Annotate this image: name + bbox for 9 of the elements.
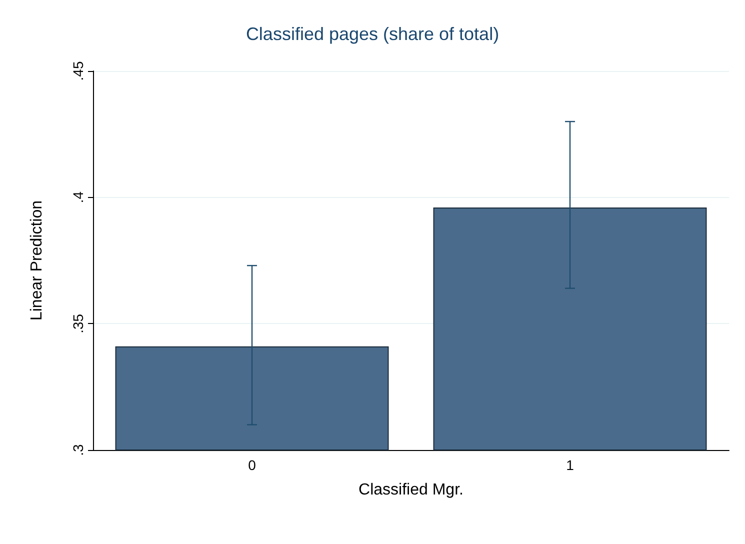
y-tick-label: .4 [70,191,86,204]
y-tick-label: .45 [70,61,86,81]
x-tick-label: 0 [248,457,256,473]
x-axis-title: Classified Mgr. [358,482,464,498]
y-tick-label: .35 [70,314,86,334]
chart-title: Classified pages (share of total) [246,24,500,44]
x-tick-label: 1 [566,457,574,473]
y-tick-label: .3 [70,444,86,456]
y-axis-title: Linear Prediction [28,200,46,321]
